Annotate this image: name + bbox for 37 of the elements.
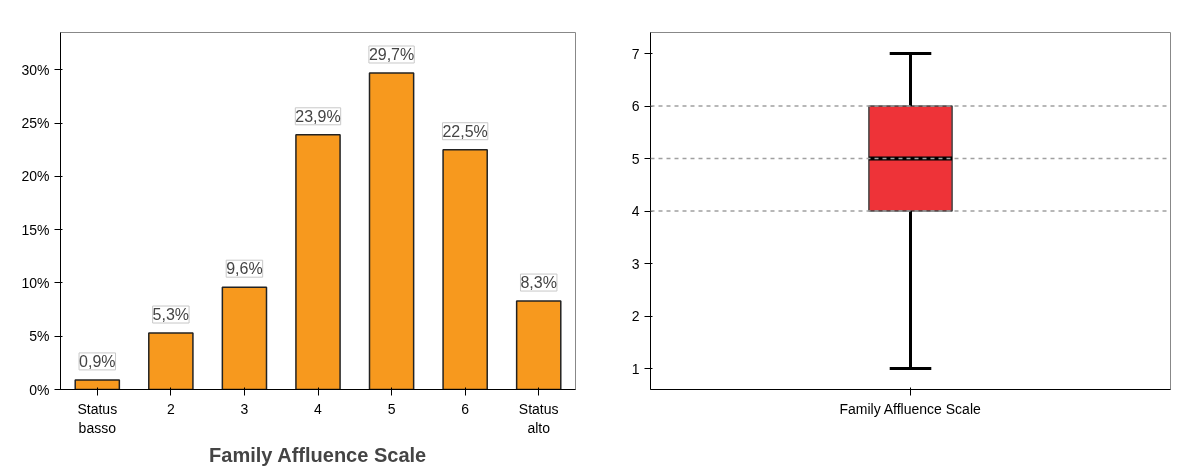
x-tick-label: Status basso xyxy=(77,400,118,436)
x-tick-label: 4 xyxy=(314,400,323,417)
y-tick-label: 2 xyxy=(631,308,640,324)
x-tick-label: Family Affluence Scale xyxy=(839,400,982,417)
x-axis-title: Family Affluence Scale xyxy=(209,443,427,466)
y-tick-label: 5 xyxy=(631,150,640,167)
y-tick-label: 4 xyxy=(631,203,640,219)
bar xyxy=(442,148,488,390)
y-tick-label: 6 xyxy=(631,98,640,114)
bar xyxy=(148,332,194,390)
data-label: 8,3% xyxy=(520,274,557,292)
y-tick-label: 20% xyxy=(21,168,50,185)
bar xyxy=(515,300,562,390)
y-tick-label: 1 xyxy=(631,360,640,377)
y-tick-label: 25% xyxy=(21,115,50,132)
bar xyxy=(368,72,415,390)
y-tick-label: 5% xyxy=(29,328,50,345)
y-tick-label: 30% xyxy=(21,61,50,78)
x-tick-label: Status alto xyxy=(518,400,559,436)
bar xyxy=(74,379,121,390)
data-label: 22,5% xyxy=(442,122,488,140)
x-tick-label: 2 xyxy=(166,400,175,417)
x-tick-label: 5 xyxy=(387,400,396,417)
data-label: 5,3% xyxy=(152,306,190,324)
data-label: 29,7% xyxy=(368,46,415,63)
data-label: 9,6% xyxy=(226,260,263,278)
y-tick-label: 3 xyxy=(631,255,640,272)
x-tick-label: 6 xyxy=(461,400,470,417)
bar xyxy=(221,286,268,390)
y-tick-label: 0% xyxy=(29,381,50,398)
data-label: 23,9% xyxy=(295,107,341,125)
y-tick-label: 15% xyxy=(21,221,50,238)
y-tick-label: 10% xyxy=(21,274,50,291)
y-tick-label: 7 xyxy=(631,45,640,62)
bar xyxy=(295,134,341,390)
data-label: 0,9% xyxy=(79,352,116,370)
x-tick-label: 3 xyxy=(240,400,249,417)
